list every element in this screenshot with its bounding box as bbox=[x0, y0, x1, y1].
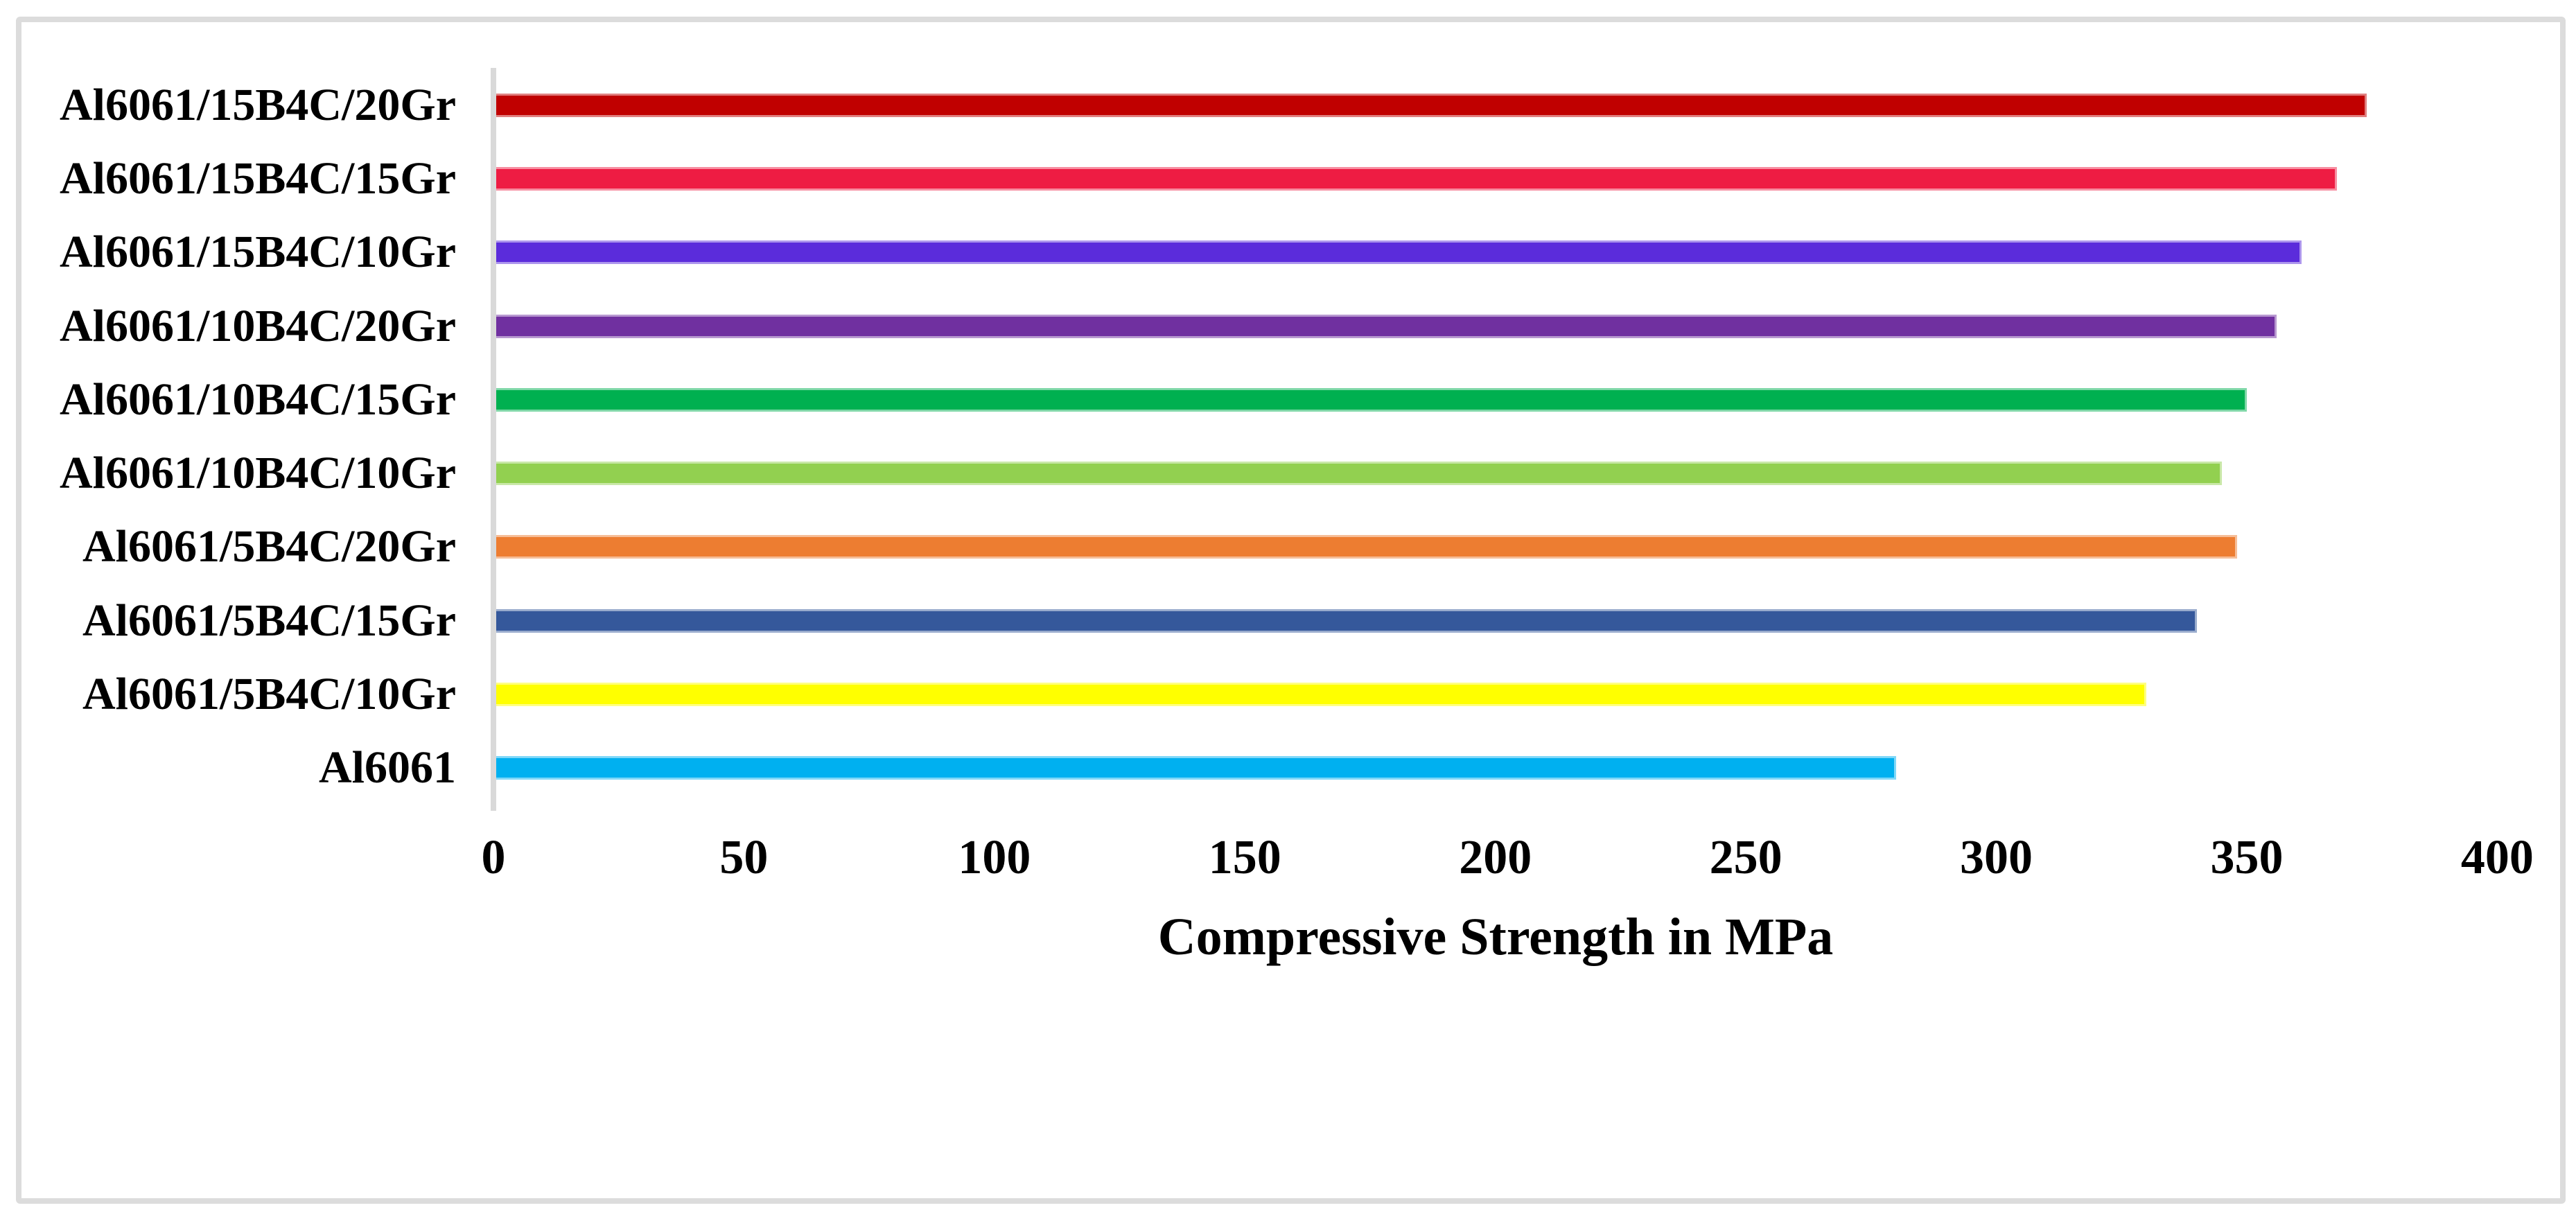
bar-Al6061/15B4C/20Gr bbox=[493, 93, 2367, 117]
category-label: Al6061/5B4C/20Gr bbox=[82, 521, 456, 572]
category-label: Al6061/5B4C/10Gr bbox=[82, 669, 456, 719]
category-label: Al6061/15B4C/15Gr bbox=[60, 152, 456, 204]
bar-Al6061/5B4C/15Gr bbox=[493, 608, 2197, 633]
x-tick-label: 0 bbox=[481, 831, 506, 884]
category-label: Al6061 bbox=[319, 742, 456, 793]
category-label: Al6061/15B4C/20Gr bbox=[60, 79, 456, 130]
bar-Al6061/5B4C/10Gr bbox=[493, 683, 2147, 706]
category-label: Al6061/5B4C/15Gr bbox=[82, 595, 456, 646]
category-label: Al6061/10B4C/15Gr bbox=[60, 374, 456, 425]
bar-Al6061/5B4C/20Gr bbox=[493, 535, 2237, 559]
bar-Al6061/15B4C/10Gr bbox=[493, 240, 2302, 265]
category-label: Al6061/15B4C/10Gr bbox=[60, 227, 456, 278]
x-tick-label: 400 bbox=[2460, 831, 2534, 884]
category-label: Al6061/10B4C/20Gr bbox=[60, 300, 456, 351]
category-axis-line bbox=[491, 68, 496, 811]
category-label: Al6061/10B4C/10Gr bbox=[60, 448, 456, 499]
bar-Al6061/10B4C/15Gr bbox=[493, 387, 2247, 412]
x-tick-label: 250 bbox=[1709, 831, 1782, 884]
x-tick-label: 300 bbox=[1960, 831, 2033, 884]
bar-Al6061 bbox=[493, 756, 1896, 780]
bar-Al6061/10B4C/10Gr bbox=[493, 462, 2222, 486]
x-tick-label: 100 bbox=[958, 831, 1031, 884]
bar-Al6061/15B4C/15Gr bbox=[493, 166, 2338, 191]
x-tick-label: 50 bbox=[719, 831, 769, 884]
x-tick-label: 150 bbox=[1208, 831, 1281, 884]
x-axis-title: Compressive Strength in MPa bbox=[1157, 908, 1834, 966]
x-tick-label: 350 bbox=[2210, 831, 2284, 884]
x-tick-label: 200 bbox=[1459, 831, 1532, 884]
bar-Al6061/10B4C/20Gr bbox=[493, 314, 2277, 338]
